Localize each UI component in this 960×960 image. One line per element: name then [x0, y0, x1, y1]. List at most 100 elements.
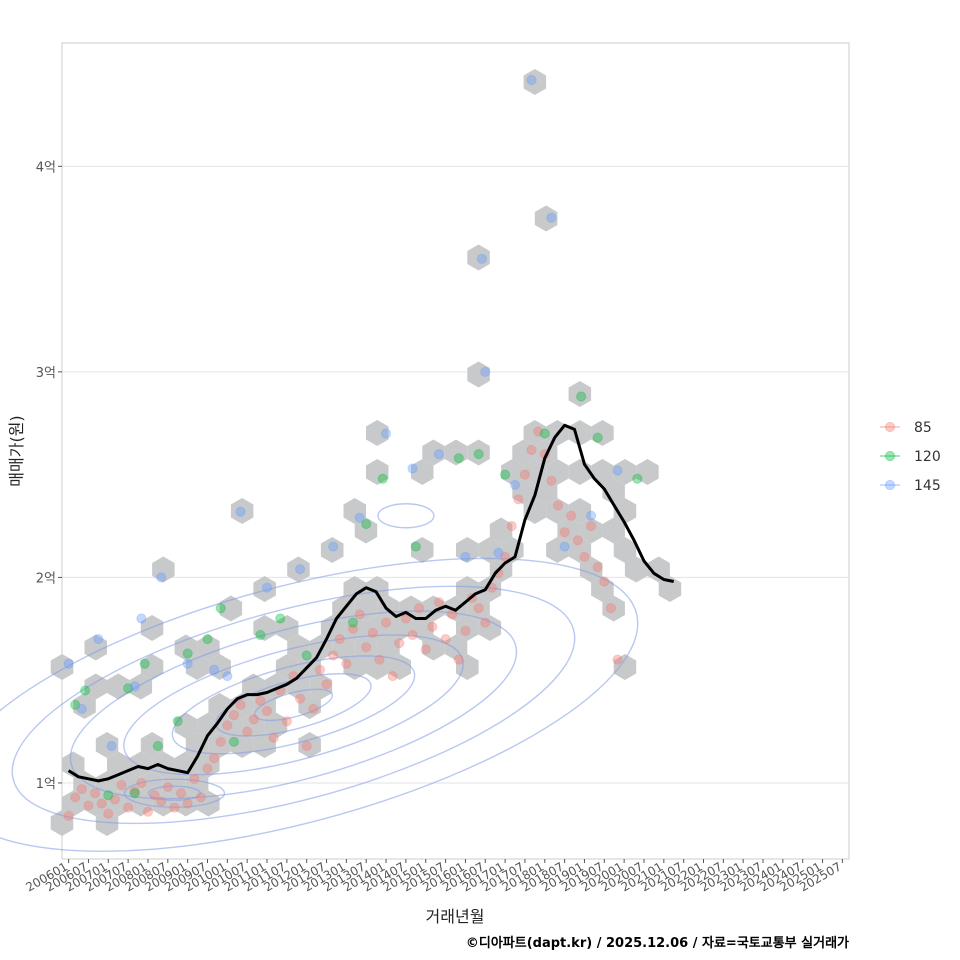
hexbin-cell	[152, 556, 175, 583]
point-145	[493, 547, 504, 558]
point-120	[473, 448, 484, 460]
hexbin-cell	[467, 244, 490, 271]
point-85	[612, 654, 623, 665]
hexbin-cell	[546, 537, 569, 563]
point-85	[169, 802, 180, 813]
point-85	[387, 670, 398, 682]
point-85	[440, 633, 451, 645]
hexbin-cell	[118, 771, 141, 797]
density-contour	[171, 655, 416, 755]
hexbin-cell	[298, 693, 321, 719]
legend: 85 120 145	[880, 420, 941, 494]
hexbin-cell	[478, 576, 502, 602]
point-145	[328, 541, 339, 552]
point-145	[106, 740, 117, 752]
hexbin-cell	[602, 595, 625, 622]
hexbin-cell	[467, 439, 490, 466]
hexbin-cell	[129, 673, 153, 700]
point-85	[261, 705, 273, 717]
point-85	[453, 654, 464, 665]
hexbin-cell	[624, 556, 648, 583]
point-85	[407, 629, 418, 641]
hexbin-cell	[422, 439, 445, 466]
hexbin-cell	[411, 615, 434, 641]
point-85	[195, 792, 206, 803]
hexbin-cell	[478, 537, 502, 563]
hexbin-cell	[568, 420, 592, 446]
point-145	[235, 506, 246, 517]
hexbin-cell	[354, 517, 378, 544]
point-85	[321, 679, 332, 690]
point-120	[301, 650, 312, 661]
hexbin-cell	[579, 517, 603, 544]
hexbin-cell	[253, 576, 276, 602]
point-85	[255, 695, 266, 706]
hexbin-cell	[478, 615, 502, 641]
hexbin-cell	[62, 751, 85, 778]
hexbin-cell	[534, 205, 558, 232]
density-contour	[0, 557, 639, 852]
point-145	[526, 74, 537, 86]
point-85	[552, 500, 564, 511]
point-85	[162, 781, 173, 793]
hexbin-cell	[523, 498, 547, 524]
hexbin-cell	[73, 693, 96, 719]
point-85	[76, 784, 87, 795]
point-85	[228, 710, 240, 721]
point-85	[526, 444, 537, 456]
point-85	[202, 763, 213, 774]
point-85	[294, 693, 306, 704]
point-120	[361, 518, 372, 530]
hexbin-cell	[546, 498, 569, 524]
point-145	[156, 572, 167, 583]
point-85	[116, 779, 127, 791]
point-85	[136, 777, 147, 789]
point-145	[93, 633, 104, 645]
hexbin-cell	[613, 459, 637, 485]
point-120	[182, 648, 193, 659]
hexbin-cell	[230, 498, 254, 524]
legend-key-point	[884, 479, 896, 491]
hexbin-cell	[152, 790, 175, 817]
density-contour	[69, 610, 518, 800]
hexbin-cell	[523, 69, 547, 95]
point-120	[139, 658, 150, 669]
point-85	[268, 732, 279, 743]
hexbin-cell	[377, 634, 400, 661]
hexbin-cell	[399, 595, 423, 622]
point-120	[377, 473, 388, 484]
point-85	[328, 650, 339, 661]
point-120	[172, 716, 183, 727]
point-85	[314, 664, 326, 676]
point-120	[632, 473, 643, 484]
density-contour	[123, 778, 226, 808]
point-120	[347, 617, 359, 628]
point-85	[129, 786, 140, 797]
hexbin-cell	[129, 751, 153, 778]
point-85	[480, 617, 491, 628]
point-85	[142, 806, 154, 817]
hexbin-cell	[343, 498, 366, 524]
hexbin-cell	[591, 459, 614, 485]
hexbin-cell	[84, 673, 107, 700]
point-85	[559, 527, 570, 538]
y-axis-ticks: 1억 2억 3억 4억	[36, 160, 62, 792]
hexbin-cell	[534, 478, 558, 505]
point-85	[248, 714, 259, 725]
hexbin-cell	[174, 790, 198, 817]
point-85	[209, 753, 220, 764]
point-120	[129, 788, 140, 799]
point-85	[149, 790, 160, 801]
point-85	[546, 475, 557, 486]
point-145	[76, 703, 87, 715]
hexbin-cell	[185, 771, 209, 797]
hexbin-cell	[388, 654, 411, 680]
hexbin-cell	[647, 556, 670, 583]
point-120	[410, 541, 421, 552]
point-85	[103, 808, 114, 819]
point-85	[599, 576, 610, 587]
hexbin-cell	[253, 615, 276, 641]
hexbin-cell	[366, 654, 389, 680]
hexbin-cell	[467, 595, 490, 622]
point-145	[407, 463, 418, 474]
